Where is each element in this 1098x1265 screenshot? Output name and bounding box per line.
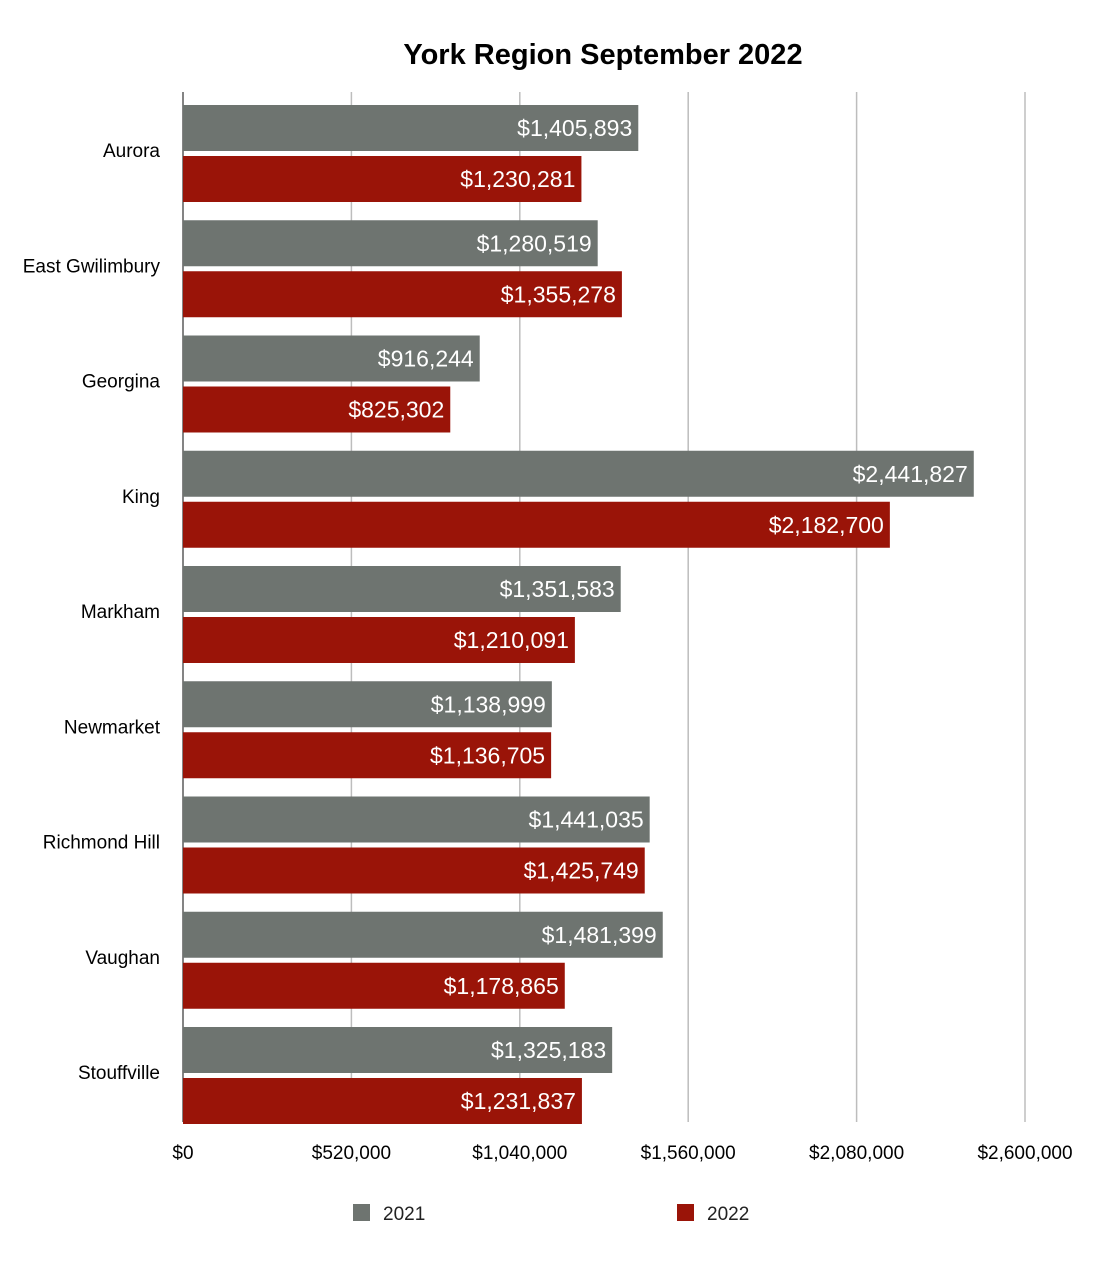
data-label: $916,244 [378, 346, 474, 372]
data-label: $1,355,278 [501, 281, 616, 307]
category-label: Newmarket [64, 717, 161, 738]
bar-2022-aurora[interactable] [183, 156, 582, 202]
data-label: $1,425,749 [524, 858, 639, 884]
data-label: $1,178,865 [444, 973, 559, 999]
data-label: $1,325,183 [491, 1037, 606, 1063]
bar-2021-aurora[interactable] [183, 105, 639, 151]
category-label: Aurora [103, 141, 160, 162]
data-label: $1,481,399 [542, 922, 657, 948]
data-label: $1,136,705 [430, 742, 545, 768]
legend-label[interactable]: 2021 [383, 1204, 425, 1225]
x-tick-labels: $0 $520,000 $1,040,000 $1,560,000 $2,080,000… [172, 1143, 1072, 1164]
legend-label[interactable]: 2022 [707, 1204, 749, 1225]
bar-2022-stouffville[interactable] [183, 1078, 582, 1124]
bar-2021-markham[interactable] [183, 566, 621, 612]
category-label: East Gwilimbury [23, 256, 161, 277]
x-tick-label: $520,000 [312, 1143, 391, 1164]
data-label: $1,405,893 [517, 115, 632, 141]
category-label: Richmond Hill [43, 833, 160, 854]
category-label: King [122, 487, 160, 508]
data-label: $1,138,999 [431, 691, 546, 717]
bar-2022-east-gwilimbury[interactable] [183, 271, 622, 318]
data-label: $1,441,035 [529, 807, 644, 833]
data-label: $1,210,091 [454, 627, 569, 653]
bar-2022-georgina[interactable] [183, 386, 451, 433]
bar-2021-richmond-hill[interactable] [183, 796, 650, 843]
category-label: Stouffville [78, 1063, 160, 1084]
bar-2021-vaughan[interactable] [183, 911, 663, 958]
x-tick-label: $2,080,000 [809, 1143, 904, 1164]
data-label: $1,280,519 [477, 230, 592, 256]
bar-2021-stouffville[interactable] [183, 1027, 613, 1073]
data-label: $825,302 [348, 397, 444, 423]
data-label: $1,230,281 [460, 166, 575, 192]
bar-2021-georgina[interactable] [183, 335, 480, 382]
bar-2021-newmarket[interactable] [183, 681, 552, 728]
x-tick-label: $2,600,000 [977, 1143, 1072, 1164]
bar-2022-markham[interactable] [183, 617, 575, 663]
bar-2022-king[interactable] [183, 501, 890, 548]
bar-2021-east-gwilimbury[interactable] [183, 220, 598, 267]
category-labels: Aurora East Gwilimbury Georgina King Markham… [23, 141, 161, 1084]
legend-swatch[interactable] [353, 1204, 370, 1221]
data-label: $1,231,837 [461, 1088, 576, 1114]
data-label: $1,351,583 [500, 576, 615, 602]
bar-2022-vaughan[interactable] [183, 962, 565, 1009]
x-tick-label: $1,040,000 [472, 1143, 567, 1164]
category-label: Georgina [82, 372, 161, 393]
bars: $1,405,893 $1,230,281 $1,280,519 $1,355,278… [183, 105, 974, 1124]
x-tick-label: $0 [172, 1143, 193, 1164]
legend[interactable]: 2021 2022 [353, 1204, 749, 1225]
bar-2022-richmond-hill[interactable] [183, 847, 645, 894]
x-tick-label: $1,560,000 [641, 1143, 736, 1164]
data-label: $2,182,700 [769, 512, 884, 538]
category-label: Vaughan [85, 948, 160, 969]
bar-2022-newmarket[interactable] [183, 732, 552, 779]
data-label: $2,441,827 [853, 461, 968, 487]
category-label: Markham [81, 602, 160, 623]
bar-2021-king[interactable] [183, 450, 974, 497]
chart-title: York Region September 2022 [403, 39, 802, 71]
legend-swatch[interactable] [677, 1204, 694, 1221]
